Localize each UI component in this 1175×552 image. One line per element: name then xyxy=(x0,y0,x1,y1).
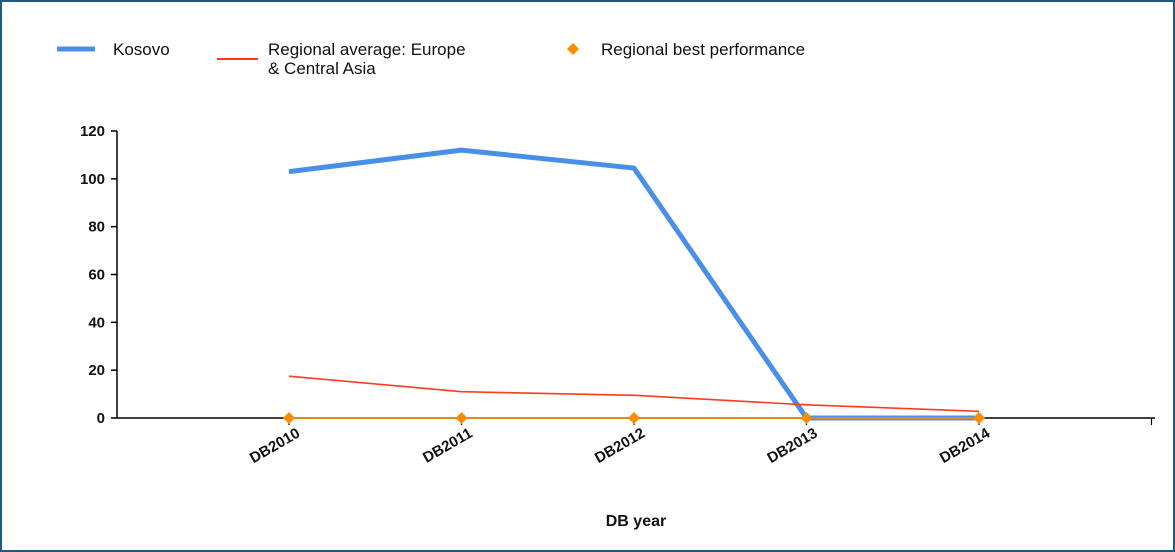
legend-label-kosovo: Kosovo xyxy=(113,40,170,59)
series-point-regional-best-performance xyxy=(628,412,640,424)
series-line-kosovo xyxy=(288,147,979,421)
y-ticks: 0 20 40 60 80 100 120 xyxy=(80,123,117,427)
legend-label-regional-best: Regional best performance xyxy=(601,40,805,59)
y-tick-label: 40 xyxy=(88,314,105,331)
x-tick-label: DB2010 xyxy=(247,425,303,467)
x-axis-title: DB year xyxy=(606,513,666,530)
y-tick-label: 80 xyxy=(88,219,105,236)
x-ticks: DB2010 DB2011 DB2012 DB2013 DB2014 xyxy=(247,418,1153,467)
x-tick-label: DB2014 xyxy=(937,424,994,467)
x-tick-label: DB2012 xyxy=(592,425,648,467)
legend-label-regional-average-line1: Regional average: Europe xyxy=(268,40,466,59)
series-point-regional-best-performance xyxy=(455,412,468,424)
y-tick-label: 0 xyxy=(97,410,105,427)
axes: 0 20 40 60 80 100 120 DB2010 DB2011 DB2012 DB2013… xyxy=(80,123,1155,467)
legend: Kosovo Regional average: Europe & Centra… xyxy=(57,40,805,78)
series-line-regional-average-europe-central-asia xyxy=(288,375,980,413)
y-tick-label: 120 xyxy=(80,123,105,140)
y-tick-label: 20 xyxy=(88,362,105,379)
x-tick-label: DB2011 xyxy=(420,425,475,467)
legend-label-regional-average: Regional average: Europe & Central Asia xyxy=(268,40,470,78)
legend-swatch-regional-best xyxy=(567,43,579,55)
legend-label-regional-average-line2: & Central Asia xyxy=(268,59,376,78)
y-tick-label: 100 xyxy=(80,171,105,188)
series-point-regional-best-performance xyxy=(800,412,813,424)
series-point-regional-best-performance xyxy=(973,412,985,424)
series-layer xyxy=(283,147,985,424)
x-tick-label: DB2013 xyxy=(764,425,820,467)
y-tick-label: 60 xyxy=(88,267,105,284)
series-point-regional-best-performance xyxy=(283,412,295,424)
